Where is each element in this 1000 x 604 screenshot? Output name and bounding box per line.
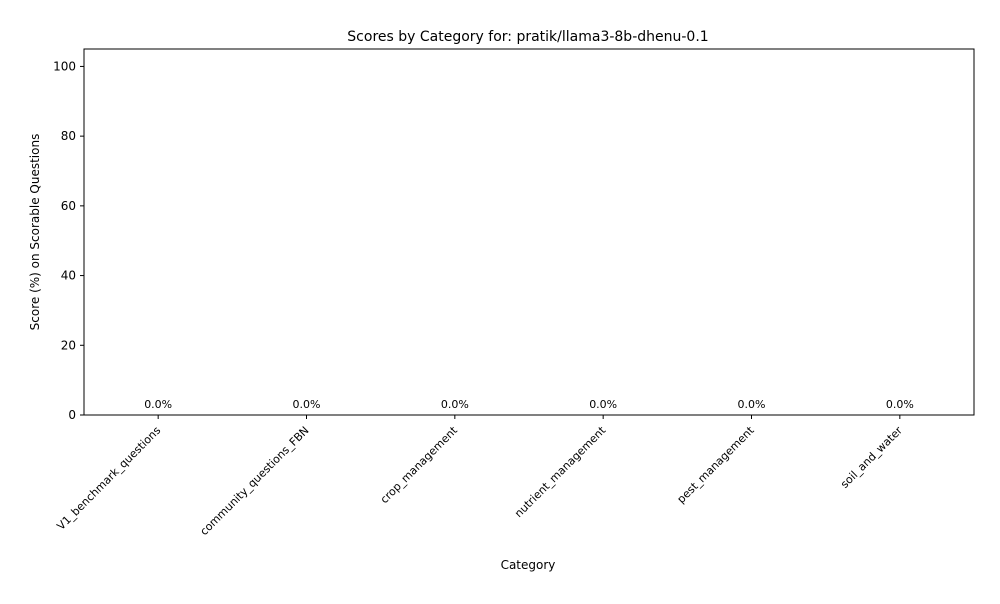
- value-label-nutrient_management: 0.0%: [589, 398, 617, 411]
- x-axis-label: Category: [501, 558, 556, 572]
- plot-area-frame: [83, 48, 975, 416]
- value-label-pest_management: 0.0%: [738, 398, 766, 411]
- x-tick-label-community_questions_FBN: community_questions_FBN: [198, 424, 312, 538]
- y-tick-label-0: 0: [68, 408, 76, 422]
- x-tick-label-crop_management: crop_management: [378, 423, 461, 506]
- x-tick-label-pest_management: pest_management: [675, 423, 757, 505]
- y-tick-label-100: 100: [53, 59, 76, 73]
- value-label-community_questions_FBN: 0.0%: [293, 398, 321, 411]
- x-tick-label-soil_and_water: soil_and_water: [838, 424, 905, 491]
- value-label-soil_and_water: 0.0%: [886, 398, 914, 411]
- x-tick-label-V1_benchmark_questions: V1_benchmark_questions: [54, 424, 163, 533]
- x-axis-ticks: V1_benchmark_questions community_question…: [54, 415, 905, 538]
- y-axis-ticks: 0 20 40 60 80 100: [53, 59, 84, 422]
- value-label-crop_management: 0.0%: [441, 398, 469, 411]
- y-tick-label-60: 60: [61, 199, 76, 213]
- x-tick-label-nutrient_management: nutrient_management: [512, 423, 609, 520]
- value-label-V1_benchmark_questions: 0.0%: [144, 398, 172, 411]
- y-tick-label-40: 40: [61, 269, 76, 283]
- y-axis-label: Score (%) on Scorable Questions: [28, 134, 42, 331]
- chart-title: Scores by Category for: pratik/llama3-8b…: [347, 29, 708, 45]
- y-tick-label-20: 20: [61, 338, 76, 352]
- y-tick-label-80: 80: [61, 129, 76, 143]
- value-labels-group: 0.0% 0.0% 0.0% 0.0% 0.0% 0.0%: [144, 398, 914, 411]
